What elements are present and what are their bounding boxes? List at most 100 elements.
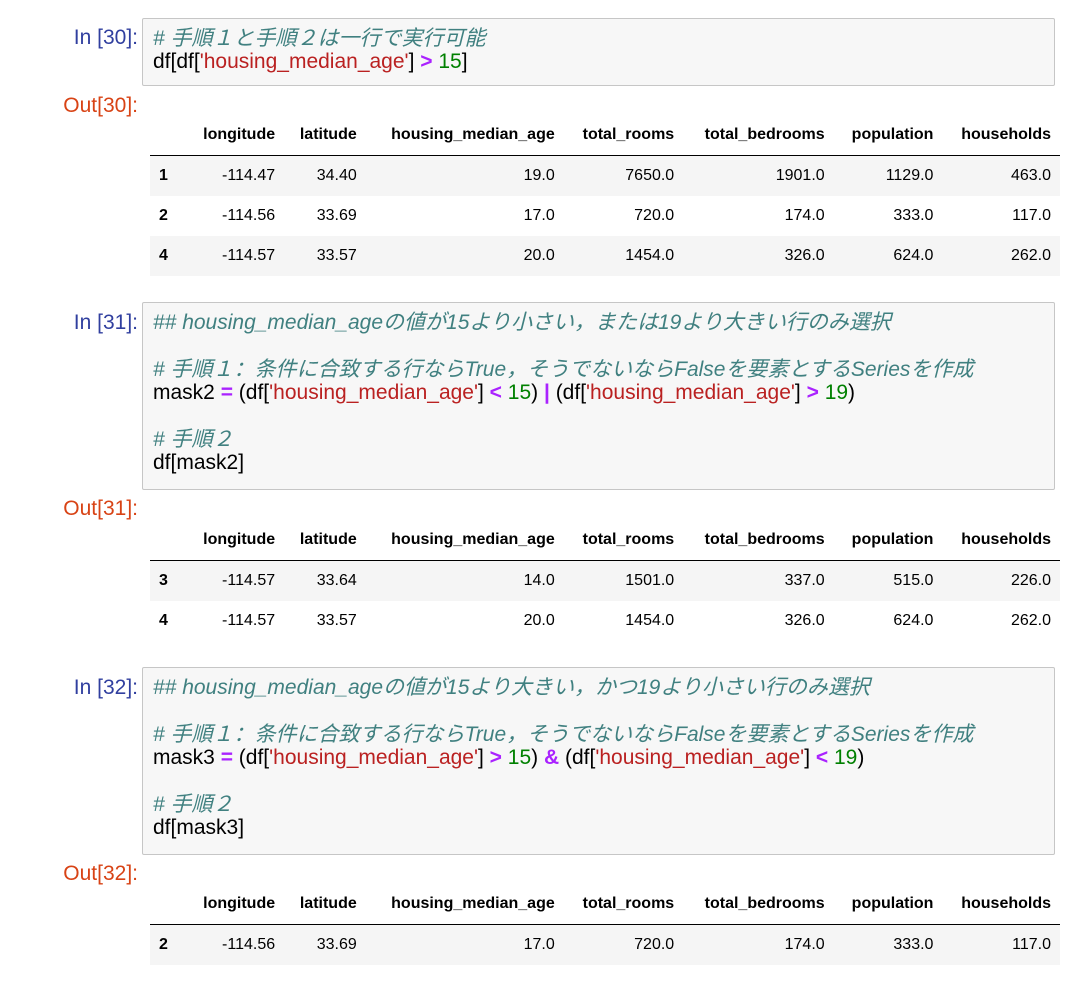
table-cell: 1129.0 [885,166,934,184]
table-row: 2 -114.56 33.69 17.0 720.0 174.0 333.0 117.0 [150,924,1060,965]
column-header: latitude [299,126,357,143]
code-line [153,699,1046,722]
column-header: households [961,895,1051,912]
code-line: df[mask2] [153,451,1046,474]
string-literal: 'housing_median_age' [586,381,795,405]
code-token: df[mask2] [153,451,245,475]
table-cell: 33.57 [316,246,357,264]
column-header: housing_median_age [391,531,555,548]
table-cell: 19.0 [523,166,555,184]
table-cell: 720.0 [634,935,675,953]
code-text: ## housing_median_ageの値が15より小さい，または19より大… [153,311,1046,475]
output-prompt: Out[30]: [63,94,138,117]
operator: < [489,381,502,405]
code-token: (df[ [549,381,587,405]
code-line: df[mask3] [153,816,1046,839]
code-line: ## housing_median_ageの値が15より小さい，または19より大… [153,311,1046,334]
operator: = [220,381,233,405]
operator: > [420,50,433,74]
code-text: ## housing_median_ageの値が15より大きい，かつ19より小さ… [153,676,1046,840]
operator: & [543,746,560,770]
table-cell: 333.0 [893,935,934,953]
code-token: ) [848,381,856,405]
operator: = [220,746,233,770]
code-token: mask2 [153,381,221,405]
table-cell: 1901.0 [775,166,825,184]
table-cell: -114.47 [222,166,276,184]
code-line: # 手順２ [153,793,1046,816]
code-editor[interactable]: # 手順１と手順２は一行で実行可能 df[df['housing_median_a… [142,18,1055,86]
operator: > [489,746,502,770]
code-line: ## housing_median_ageの値が15より大きい，かつ19より小さ… [153,676,1046,699]
number-literal: 15 [438,50,462,74]
table-cell: 174.0 [784,935,825,953]
table-cell: 117.0 [1012,935,1051,953]
number-literal: 15 [507,381,532,405]
table-cell: 34.40 [316,166,357,184]
column-header: population [851,895,934,912]
table-cell: 262.0 [1010,246,1051,264]
table-cell: 33.64 [316,571,357,589]
string-literal: 'housing_median_age' [269,746,478,770]
table-cell: 7650.0 [625,166,675,184]
table-cell: 17.0 [523,206,555,224]
input-prompt: In [31]: [73,311,138,334]
code-token: ] [794,381,807,405]
column-header: population [851,531,934,548]
table-cell: 326.0 [784,611,825,629]
column-header: total_rooms [582,531,675,548]
code-token: (df[ [232,381,270,405]
operator: | [543,381,550,405]
code-comment: ## housing_median_ageの値が15より小さい，または19より大… [153,311,891,334]
table-cell: -114.56 [222,935,276,953]
row-index: 3 [159,571,168,589]
code-token: ] [408,50,421,74]
table-cell: 326.0 [784,246,825,264]
code-editor[interactable]: ## housing_median_ageの値が15より大きい，かつ19より小さ… [142,667,1055,855]
code-line: # 手順１：条件に合致する行ならTrue，そうでないならFalseを要素とするS… [153,358,1046,381]
table-cell: 337.0 [784,571,825,589]
code-token: ] [478,381,490,405]
code-comment: # 手順１：条件に合致する行ならTrue，そうでないならFalseを要素とするS… [153,357,974,381]
code-token: ) [531,381,544,405]
row-index: 2 [159,935,168,953]
column-header: total_bedrooms [704,895,825,912]
code-line: # 手順１と手順２は一行で実行可能 [153,27,1046,50]
table-cell: 624.0 [893,246,934,264]
table-cell: 226.0 [1010,571,1051,589]
code-token: ] [804,746,816,770]
column-header: total_bedrooms [704,126,825,143]
index-header [150,520,186,561]
table-cell: 1454.0 [625,611,675,629]
column-header: households [961,126,1051,143]
dataframe-table: longitude latitude housing_median_age total… [150,115,1060,276]
table-cell: -114.57 [222,246,276,264]
code-editor[interactable]: ## housing_median_ageの値が15より小さい，または19より大… [142,302,1055,490]
input-prompt: In [32]: [73,676,138,699]
output-prompt: Out[32]: [63,862,138,885]
code-token: ] [461,50,468,74]
table-row: 1 -114.47 34.40 19.0 7650.0 1901.0 1129.0 463.0 [150,155,1060,196]
row-index: 2 [159,206,168,224]
string-literal: 'housing_median_age' [269,381,478,405]
code-line: df[df['housing_median_age'] > 15] [153,50,1046,73]
code-token: (df[ [559,746,596,770]
code-line [153,334,1046,357]
code-token: (df[ [232,746,270,770]
table-cell: 624.0 [893,611,934,629]
table-cell: 117.0 [1012,206,1051,224]
code-token: mask3 [153,746,221,770]
code-line [153,770,1046,793]
input-prompt: In [30]: [73,26,138,49]
table-cell: 515.0 [893,571,934,589]
operator: > [806,381,819,405]
index-header [150,884,186,925]
row-index: 4 [159,611,168,629]
row-index: 4 [159,246,168,264]
column-header: households [961,531,1051,548]
table-row: 4 -114.57 33.57 20.0 1454.0 326.0 624.0 262.0 [150,601,1060,641]
table-cell: 333.0 [893,206,934,224]
number-literal: 19 [833,746,858,770]
code-text: # 手順１と手順２は一行で実行可能 df[df['housing_median_a… [153,27,1046,74]
dataframe-table: longitude latitude housing_median_age total… [150,520,1060,641]
